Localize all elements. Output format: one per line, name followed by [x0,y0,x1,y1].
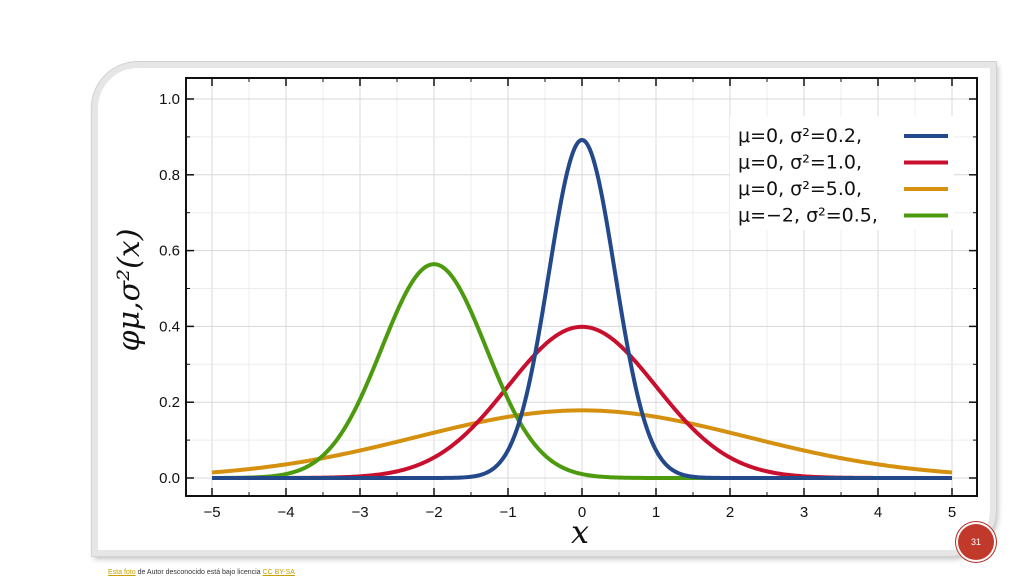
y-axis-label-group: φμ,σ²(x) [112,229,147,352]
y-tick-label: 0.2 [159,394,180,411]
y-tick-label: 0.0 [159,470,180,487]
x-tick-label: −1 [499,504,516,521]
y-tick-label: 0.8 [159,167,180,184]
x-tick-label: −4 [277,504,294,521]
x-tick-label: 3 [800,504,808,521]
legend-label: μ=−2, σ²=0.5, [738,205,878,227]
y-tick-label: 0.4 [159,318,180,335]
x-tick-label: 2 [726,504,734,521]
x-tick-label: −3 [351,504,368,521]
legend-label: μ=0, σ²=5.0, [738,178,862,200]
image-credit: Esta foto de Autor desconocido está bajo… [108,569,295,576]
credit-text: de Autor desconocido está bajo licencia [135,569,263,576]
x-tick-label: 5 [948,504,956,521]
series-line-2 [211,408,953,475]
slide-number: 31 [970,537,981,547]
series-line-0 [211,137,953,480]
legend: μ=0, σ²=0.2, μ=0, σ²=1.0, μ=0, σ²=5.0, μ=−2… [730,116,954,230]
x-tick-label: 0 [578,504,586,521]
slide-number-badge[interactable]: 31 [958,524,994,560]
credit-license-link[interactable]: CC BY-SA [262,569,295,576]
x-axis-label: x [571,513,589,551]
legend-label: μ=0, σ²=0.2, [738,125,862,147]
y-tick-label: 0.6 [159,243,180,260]
x-tick-label: −2 [425,504,442,521]
ticks: −5 −4 −3 −2 −1 0 1 2 3 4 5 0.0 0.2 0.4 0.6 0.8 1.0 [159,78,977,521]
curves [211,137,953,480]
y-tick-label: 1.0 [159,91,180,108]
x-tick-label: 1 [652,504,660,521]
credit-photo-link[interactable]: Esta foto [108,569,136,576]
legend-label: μ=0, σ²=1.0, [738,152,862,174]
x-tick-label: 4 [874,504,882,521]
plot-border [185,77,978,497]
x-tick-label: −5 [203,504,220,521]
y-axis-label: φμ,σ²(x) [112,229,147,352]
